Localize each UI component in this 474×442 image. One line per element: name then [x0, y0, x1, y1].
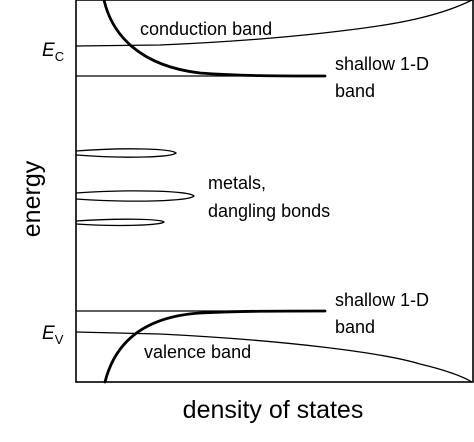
- gap-state-peak-3: [75, 218, 165, 227]
- shallow-band-lower-label-line1: shallow 1-D: [335, 290, 429, 310]
- ev-label: EV: [42, 323, 64, 347]
- ev-label-main: E: [42, 323, 55, 344]
- shallow-band-lower-label-line2: band: [335, 317, 375, 337]
- ec-label-sub: C: [55, 49, 64, 64]
- gap-state-peak-1: [75, 148, 177, 158]
- plot-frame: [75, 0, 474, 383]
- shallow-band-upper-curve: [102, 0, 327, 78]
- shallow-band-lower-curve: [103, 309, 327, 384]
- conduction-band-curve: [75, 0, 473, 47]
- ec-label-main: E: [42, 40, 55, 61]
- conduction-band-label: conduction band: [140, 19, 272, 39]
- valence-band-curve: [75, 331, 473, 383]
- gap-state-peak-2: [75, 190, 195, 202]
- valence-band-label: valence band: [144, 342, 251, 362]
- ev-label-sub: V: [55, 332, 64, 347]
- gap-states-label-line1: metals,: [208, 173, 266, 193]
- shallow-band-upper-label-line1: shallow 1-D: [335, 54, 429, 74]
- gap-states-label-line2: dangling bonds: [208, 201, 330, 221]
- ec-label: EC: [42, 40, 64, 64]
- y-axis-label: energy: [18, 160, 46, 237]
- shallow-band-upper-label-line2: band: [335, 81, 375, 101]
- x-axis-label: density of states: [183, 396, 364, 424]
